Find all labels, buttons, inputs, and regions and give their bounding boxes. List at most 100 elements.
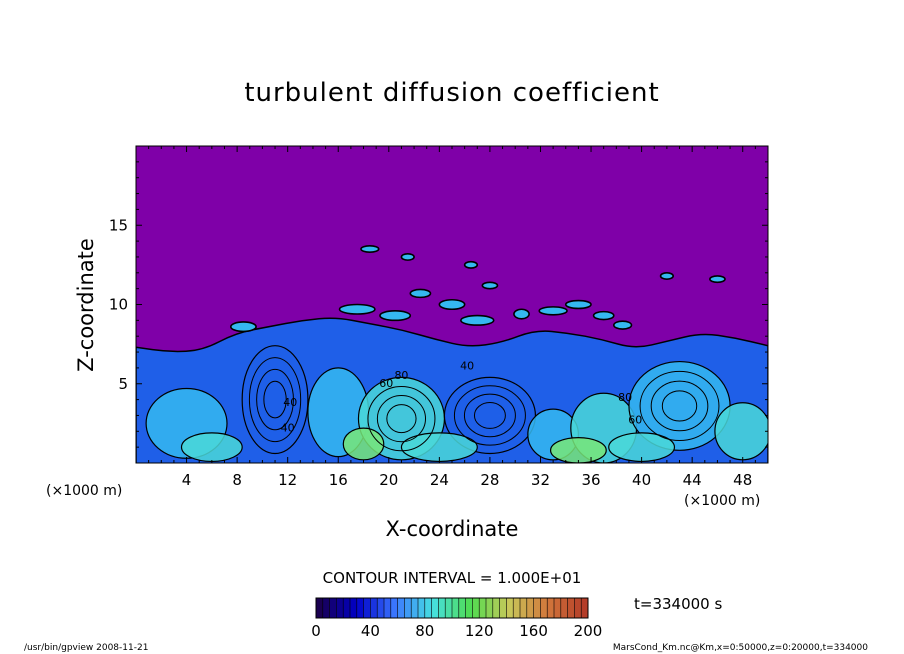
eddy: [241, 345, 309, 455]
colorbar-tick-label: 80: [415, 622, 434, 640]
colorbar-cell: [322, 598, 330, 618]
contour-lines: [248, 357, 720, 452]
upper-eddy: [659, 271, 674, 280]
colorbar-cell: [526, 598, 534, 618]
x-tick-label: 40: [632, 471, 651, 489]
colorbar-cell: [581, 598, 588, 618]
colorbar-cell: [350, 598, 357, 618]
x-unit-right: (×1000 m): [684, 493, 760, 509]
contour-line: [661, 390, 698, 422]
upper-eddy: [400, 252, 415, 261]
colorbar-cell: [445, 598, 452, 618]
contour-line: [367, 385, 436, 452]
upper-eddy: [379, 310, 412, 322]
contour-line: [256, 368, 294, 431]
x-tick-label: 8: [232, 471, 242, 489]
footer-right: MarsCond_Km.nc@Km,x=0:50000,z=0:20000,t=…: [613, 643, 868, 653]
y-tick-label: 5: [118, 375, 128, 393]
upper-eddy: [230, 321, 257, 333]
upper-eddy: [338, 303, 376, 315]
upper-eddies: [230, 245, 726, 333]
colorbar-cell: [329, 598, 337, 618]
colorbar-cell: [390, 598, 398, 618]
contour-value-label: 40: [283, 396, 297, 409]
contour-line: [473, 402, 506, 429]
contour-value-label: 60: [628, 413, 642, 426]
colorbar-cell: [438, 598, 446, 618]
colorbar-tick-label: 200: [574, 622, 603, 640]
eddy: [180, 432, 243, 463]
contour-line: [386, 404, 417, 434]
contour-line: [248, 357, 302, 443]
colorbar-cell: [384, 598, 391, 618]
colorbar-cell: [472, 598, 480, 618]
colorbar: 0 40 80 120 160 200: [311, 597, 603, 640]
colorbar-tick-label: 120: [465, 622, 494, 640]
upper-eddy: [709, 275, 726, 284]
chart-title: turbulent diffusion coefficient: [244, 78, 659, 108]
colorbar-cell: [540, 598, 548, 618]
y-ticks: 5 10 15: [109, 161, 768, 448]
eddy: [714, 402, 768, 461]
colorbar-tick-label: 160: [519, 622, 548, 640]
colorbar-cell: [424, 598, 432, 618]
contour-line: [463, 393, 516, 438]
colorbar-cell: [431, 598, 439, 618]
colorbar-frame: [315, 597, 589, 619]
upper-eddy: [481, 281, 499, 290]
colorbar-cell: [370, 598, 378, 618]
upper-eddy: [463, 260, 479, 269]
colorbar-cell: [465, 598, 473, 618]
colorbar-cell: [343, 598, 350, 618]
colorbar-cell: [560, 598, 568, 618]
x-tick-label: 16: [329, 471, 348, 489]
colorbar-cell: [418, 598, 425, 618]
colorbar-cell: [336, 598, 344, 618]
colorbar-cell: [397, 598, 405, 618]
eddy-structures: [145, 345, 768, 463]
colorbar-cell: [458, 598, 466, 618]
x-tick-label: 32: [531, 471, 550, 489]
colorbar-cell: [567, 598, 575, 618]
colorbar-cell: [356, 598, 364, 618]
x-tick-label: 36: [581, 471, 600, 489]
y-tick-label: 10: [109, 296, 128, 314]
upper-eddy: [513, 308, 530, 320]
x-tick-label: 12: [278, 471, 297, 489]
x-unit-left: (×1000 m): [46, 483, 122, 499]
contour-value-label: 60: [379, 377, 393, 390]
colorbar-cell: [574, 598, 582, 618]
eddy: [550, 437, 607, 463]
colorbar-cell: [486, 598, 493, 618]
colorbar-tick-label: 0: [311, 622, 321, 640]
upper-eddy: [438, 298, 466, 311]
colorbar-cell: [377, 598, 384, 618]
colorbar-cell: [492, 598, 500, 618]
contour-value-label: 40: [460, 359, 474, 372]
time-label: t=334000 s: [634, 595, 722, 613]
x-tick-label: 28: [480, 471, 499, 489]
colorbar-cell: [533, 598, 541, 618]
contour-value-label: 40: [281, 421, 295, 434]
colorbar-cell: [513, 598, 520, 618]
colorbar-cell: [452, 598, 459, 618]
upper-eddy: [592, 310, 615, 321]
colorbar-tick-label: 40: [361, 622, 380, 640]
contour-line: [650, 380, 709, 432]
eddy: [342, 427, 385, 461]
colorbar-cell: [506, 598, 514, 618]
colorbar-cell: [316, 598, 323, 618]
x-axis-title: X-coordinate: [386, 517, 519, 541]
upper-eddy: [409, 288, 432, 299]
y-axis-title: Z-coordinate: [74, 238, 98, 372]
contour-interval: CONTOUR INTERVAL = 1.000E+01: [323, 569, 582, 587]
contour-line: [639, 370, 720, 442]
x-tick-label: 24: [430, 471, 449, 489]
colorbar-cell: [547, 598, 554, 618]
x-tick-label: 44: [683, 471, 702, 489]
contour-line: [453, 385, 526, 446]
